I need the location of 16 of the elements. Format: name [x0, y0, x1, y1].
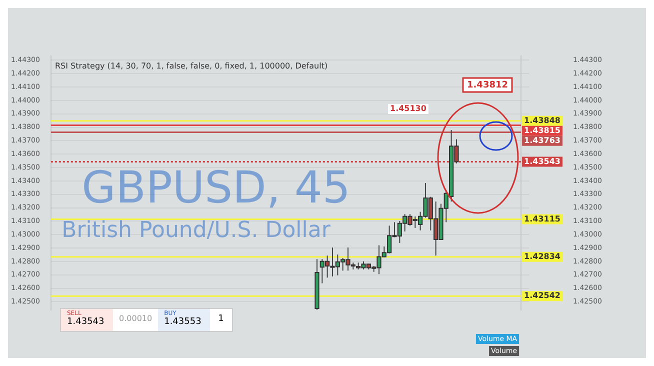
text: 1.43553	[164, 317, 202, 327]
annotation: 1.45130	[390, 104, 427, 114]
text: GBPUSD, 45	[82, 162, 350, 214]
text: 1.43543	[67, 317, 106, 327]
ref-line-label: 1.43115	[524, 214, 561, 224]
ref-line-label: 1.43763	[524, 136, 560, 145]
text: 1	[217, 313, 225, 326]
ref-line-label: 1.42542	[524, 291, 560, 300]
annotation: RSI Strategy (14, 30, 70, 1, false, false, 0, fixed, 1, 100000, Default)	[54, 61, 328, 70]
ref-line-label: 1.43848	[524, 116, 561, 125]
annotation: 1.43812	[467, 80, 508, 90]
ref-line-label: 1.43815	[524, 126, 561, 135]
ref-line-label: 1.43543	[524, 156, 560, 166]
text: 0.00010	[118, 313, 154, 325]
ref-line-label: 1.42834	[524, 252, 561, 262]
text: British Pound/U.S. Dollar	[62, 218, 332, 243]
